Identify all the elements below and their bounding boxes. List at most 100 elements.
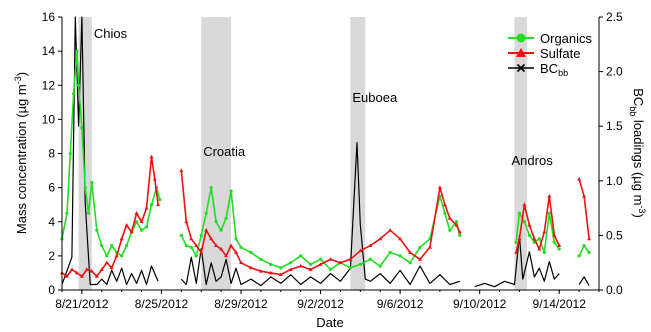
point-sulfate <box>229 243 234 248</box>
left-y-tick-label: 14 <box>42 44 56 58</box>
point-organics <box>537 237 541 241</box>
point-organics <box>134 220 139 224</box>
point-organics <box>194 254 198 258</box>
point-sulfate <box>239 260 243 265</box>
point-sulfate <box>124 222 129 227</box>
point-sulfate <box>234 250 239 254</box>
point-organics <box>318 257 323 261</box>
left-y-tick-label: 8 <box>48 147 55 161</box>
right-y-tick-label: 0.5 <box>606 228 623 242</box>
series-line-bcbb <box>61 16 590 288</box>
point-sulfate <box>457 229 462 234</box>
point-organics <box>179 233 183 237</box>
point-organics <box>328 267 333 272</box>
point-sulfate <box>368 243 373 248</box>
point-sulfate <box>99 267 104 271</box>
point-sulfate <box>219 246 224 251</box>
x-tick-label: 9/14/2012 <box>533 297 587 311</box>
point-sulfate <box>447 216 452 220</box>
point-sulfate <box>454 222 459 227</box>
point-organics <box>547 211 551 215</box>
point-sulfate <box>258 269 263 273</box>
point-organics <box>234 237 238 241</box>
left-y-ticks: 0 2 4 6 8 10 12 14 16 <box>42 10 62 297</box>
event-annotations: Chios Croatia Euboea Andros <box>94 26 553 168</box>
series-line-sulfate <box>61 156 590 278</box>
legend-marker-organics <box>516 33 526 43</box>
left-y-tick-label: 2 <box>48 249 55 263</box>
point-organics <box>448 228 452 232</box>
left-y-tick-label: 6 <box>48 181 55 195</box>
point-organics <box>269 262 273 267</box>
shaded-region-chios <box>78 17 92 290</box>
point-organics <box>358 262 362 267</box>
series-sulfate <box>60 154 592 278</box>
right-y-axis-title: BCbb loadings (µg m-3) <box>628 88 647 218</box>
x-axis-title: Date <box>316 315 343 330</box>
point-organics <box>418 245 422 249</box>
legend-item-sulfate: Sulfate <box>508 46 580 61</box>
point-organics <box>522 220 527 224</box>
point-sulfate <box>328 257 333 261</box>
point-organics <box>199 233 203 237</box>
x-tick-label: 9/10/2012 <box>453 297 507 311</box>
left-y-tick-label: 4 <box>48 215 55 229</box>
point-sulfate <box>184 219 189 224</box>
point-sulfate <box>378 236 383 241</box>
point-sulfate <box>209 236 214 241</box>
point-sulfate <box>522 202 527 207</box>
x-tick-label: 8/21/2012 <box>55 297 109 311</box>
point-organics <box>75 49 79 53</box>
point-sulfate <box>557 243 562 248</box>
point-sulfate <box>156 202 161 207</box>
point-sulfate <box>408 250 413 254</box>
point-organics <box>214 220 218 224</box>
right-y-ticks: 0.0 0.5 1.0 1.5 2.0 2.5 <box>599 10 623 297</box>
point-organics <box>398 254 402 258</box>
x-tick-label: 9/6/2012 <box>377 297 424 311</box>
legend-label-organics: Organics <box>540 31 593 46</box>
point-organics <box>582 244 586 248</box>
point-organics <box>299 254 303 258</box>
point-organics <box>309 262 313 267</box>
point-sulfate <box>587 236 592 241</box>
point-organics <box>443 211 447 215</box>
point-sulfate <box>74 270 79 275</box>
point-organics <box>289 261 293 265</box>
point-sulfate <box>89 269 94 273</box>
point-organics <box>100 244 104 248</box>
right-y-tick-label: 1.5 <box>606 119 623 133</box>
point-organics <box>577 254 581 258</box>
point-organics <box>259 257 263 261</box>
point-sulfate <box>189 236 194 241</box>
point-organics <box>239 245 243 249</box>
point-sulfate <box>204 228 209 232</box>
legend-label-bcbb: BCbb <box>540 61 568 78</box>
point-organics <box>224 216 228 220</box>
x-tick-label: 8/25/2012 <box>135 297 189 311</box>
point-organics <box>209 186 213 190</box>
point-organics <box>229 189 233 193</box>
annotation-andros: Andros <box>512 153 554 168</box>
point-sulfate <box>348 257 353 261</box>
right-y-tick-label: 0.0 <box>606 283 623 297</box>
series-line-organics <box>61 50 590 271</box>
point-sulfate <box>437 185 442 190</box>
point-organics <box>514 240 518 244</box>
legend: Organics Sulfate BCbb <box>508 31 593 78</box>
legend-item-organics: Organics <box>508 31 593 46</box>
legend-marker-sulfate <box>516 48 526 57</box>
point-organics <box>144 225 149 229</box>
series-layer <box>60 16 592 288</box>
legend-marker-bcbb <box>516 63 526 73</box>
point-sulfate <box>94 274 99 278</box>
x-tick-label: 9/2/2012 <box>297 297 344 311</box>
point-organics <box>125 244 129 248</box>
point-sulfate <box>542 229 547 234</box>
annotation-euboea: Euboea <box>352 90 398 105</box>
point-sulfate <box>537 246 542 251</box>
point-organics <box>204 211 208 215</box>
point-organics <box>105 254 109 258</box>
point-sulfate <box>308 267 313 271</box>
